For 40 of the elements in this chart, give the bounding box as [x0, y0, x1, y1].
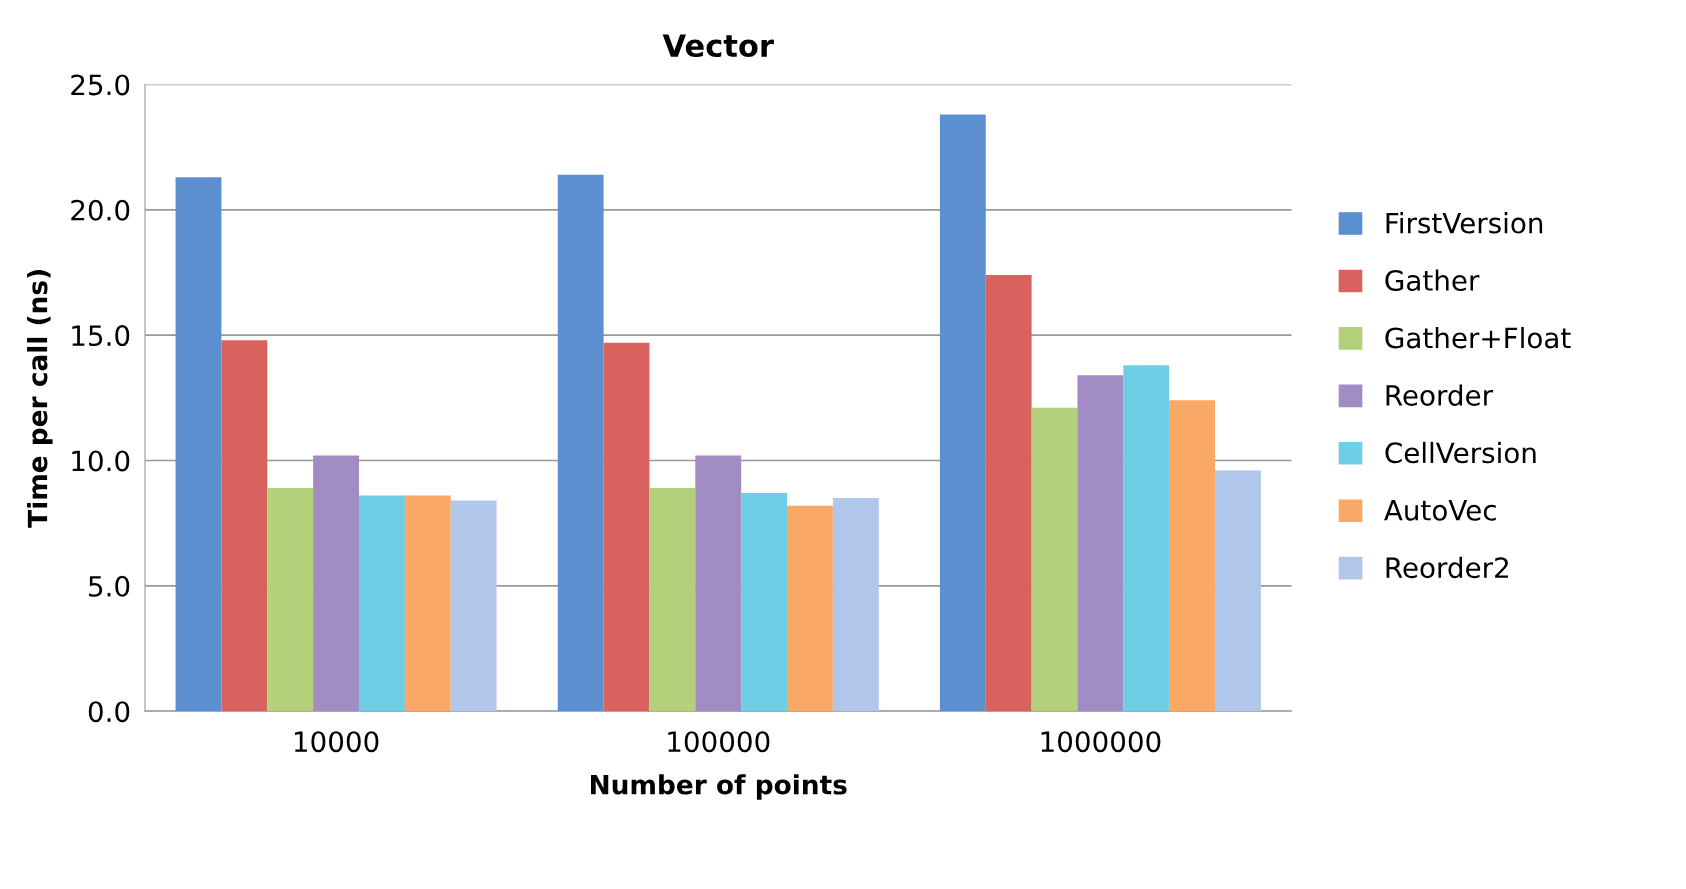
bar: [741, 493, 788, 712]
legend-label: Gather+Float: [1385, 326, 1571, 349]
bar: [359, 495, 405, 712]
bar: [1123, 365, 1170, 712]
x-axis-title: Number of points: [591, 774, 847, 800]
bar: [557, 174, 604, 712]
bar: [1031, 407, 1078, 712]
legend-label: FirstVersion: [1386, 212, 1543, 234]
bar: [603, 342, 650, 712]
y-tick-label: 20.0: [71, 199, 130, 221]
y-tick-label: 25.0: [71, 74, 130, 96]
bar: [695, 455, 742, 712]
x-tick-label: 10000: [294, 731, 379, 753]
bar: [1215, 470, 1261, 712]
x-tick-label: 1000000: [1041, 731, 1161, 753]
bar: [313, 455, 360, 712]
bar: [985, 274, 1032, 712]
bar: [221, 340, 268, 712]
bar: [832, 498, 879, 712]
legend-label: CellVersion: [1385, 441, 1536, 464]
y-tick-label: 5.0: [89, 575, 130, 597]
bar: [175, 177, 222, 712]
chart-title: Vector: [662, 34, 774, 58]
bar: [404, 495, 451, 712]
bar: [787, 505, 833, 712]
legend-label: Gather: [1385, 269, 1480, 292]
bar: [1077, 375, 1124, 712]
bar: [450, 500, 497, 712]
y-tick-label: 10.0: [72, 450, 130, 472]
y-tick-label: 0.0: [88, 701, 130, 723]
legend-label: Reorder2: [1386, 556, 1508, 579]
legend-label: AutoVec: [1384, 500, 1496, 521]
y-axis-title: Time per call (ns): [27, 270, 53, 528]
y-tick-label: 15.0: [72, 325, 130, 347]
bar: [1169, 400, 1216, 712]
legend-label: Reorder: [1386, 384, 1494, 406]
bar: [649, 488, 696, 712]
x-tick-label: 100000: [668, 731, 770, 753]
bar: [267, 488, 314, 712]
bar: [939, 114, 986, 712]
